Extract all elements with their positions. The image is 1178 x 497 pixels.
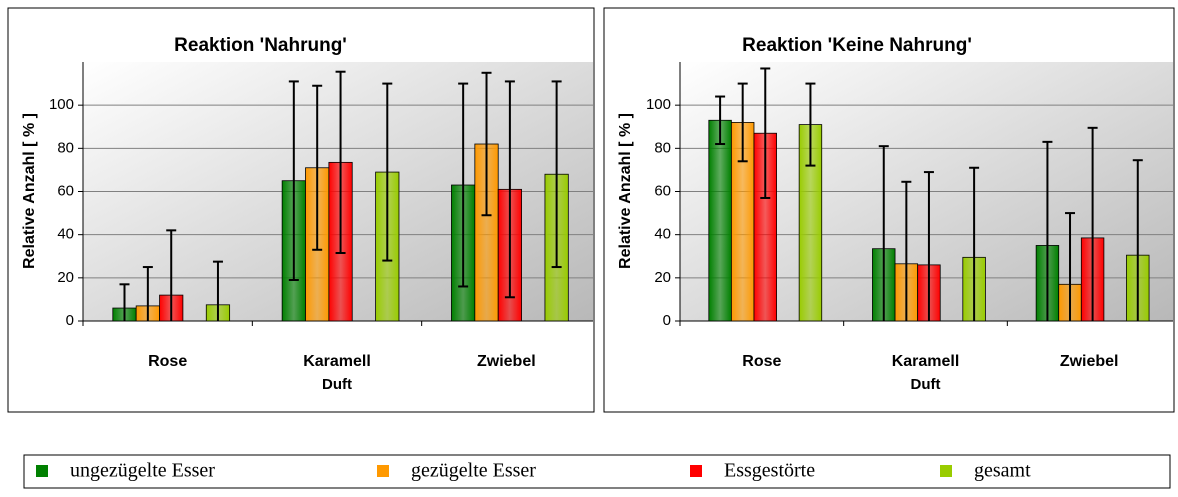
- error-bar: [1042, 140, 1053, 321]
- y-tick-label: 80: [57, 139, 74, 156]
- chart-title: Reaktion 'Nahrung': [174, 35, 347, 56]
- error-bar: [551, 80, 562, 269]
- x-tick-label: Rose: [148, 353, 187, 370]
- error-bar: [382, 82, 393, 262]
- error-bar: [504, 80, 515, 299]
- y-axis-label: Relative Anzahl [ % ]: [21, 113, 38, 269]
- y-tick-label: 0: [663, 312, 671, 329]
- error-bar: [1065, 212, 1076, 321]
- error-bar: [142, 266, 153, 321]
- error-bar: [923, 171, 934, 321]
- error-bar: [288, 80, 299, 281]
- bar: [708, 119, 732, 322]
- x-axis-label: Duft: [322, 376, 352, 393]
- error-bar: [119, 283, 130, 321]
- legend-swatch: [940, 465, 952, 477]
- error-bar: [760, 67, 771, 199]
- x-tick-label: Karamell: [303, 353, 371, 370]
- y-tick-label: 60: [654, 182, 671, 199]
- y-tick-label: 100: [49, 96, 74, 113]
- legend-label: ungezügelte Esser: [70, 460, 215, 482]
- legend-label: gezügelte Esser: [411, 460, 536, 482]
- x-tick-label: Zwiebel: [1060, 353, 1119, 370]
- error-bar: [166, 229, 177, 321]
- error-bar: [1087, 126, 1098, 321]
- y-tick-label: 40: [57, 226, 74, 243]
- chart-title: Reaktion 'Keine Nahrung': [742, 35, 972, 56]
- y-tick-label: 60: [57, 182, 74, 199]
- error-bar: [901, 180, 912, 321]
- legend-label: Essgestörte: [724, 460, 815, 482]
- error-bar: [878, 145, 889, 321]
- x-tick-label: Zwiebel: [477, 353, 536, 370]
- error-bar: [312, 84, 323, 251]
- error-bar: [481, 71, 492, 217]
- error-bar: [805, 82, 816, 167]
- x-tick-label: Karamell: [892, 353, 960, 370]
- error-bar: [458, 82, 469, 288]
- x-tick-label: Rose: [742, 353, 781, 370]
- legend-swatch: [377, 465, 389, 477]
- error-bar: [969, 166, 980, 321]
- y-tick-label: 40: [654, 226, 671, 243]
- legend-frame: [23, 454, 1171, 489]
- legend-swatch: [690, 465, 702, 477]
- legend-swatch: [36, 465, 48, 477]
- y-axis-label: Relative Anzahl [ % ]: [617, 113, 634, 269]
- error-bar: [737, 82, 748, 163]
- y-tick-label: 100: [646, 96, 671, 113]
- y-tick-label: 20: [57, 269, 74, 286]
- y-tick-label: 20: [654, 269, 671, 286]
- error-bar: [212, 260, 223, 321]
- y-tick-label: 0: [66, 312, 74, 329]
- error-bar: [1132, 159, 1143, 321]
- legend-label: gesamt: [974, 460, 1031, 482]
- x-axis-label: Duft: [911, 376, 941, 393]
- error-bar: [335, 70, 346, 255]
- error-bar: [715, 95, 726, 146]
- y-tick-label: 80: [654, 139, 671, 156]
